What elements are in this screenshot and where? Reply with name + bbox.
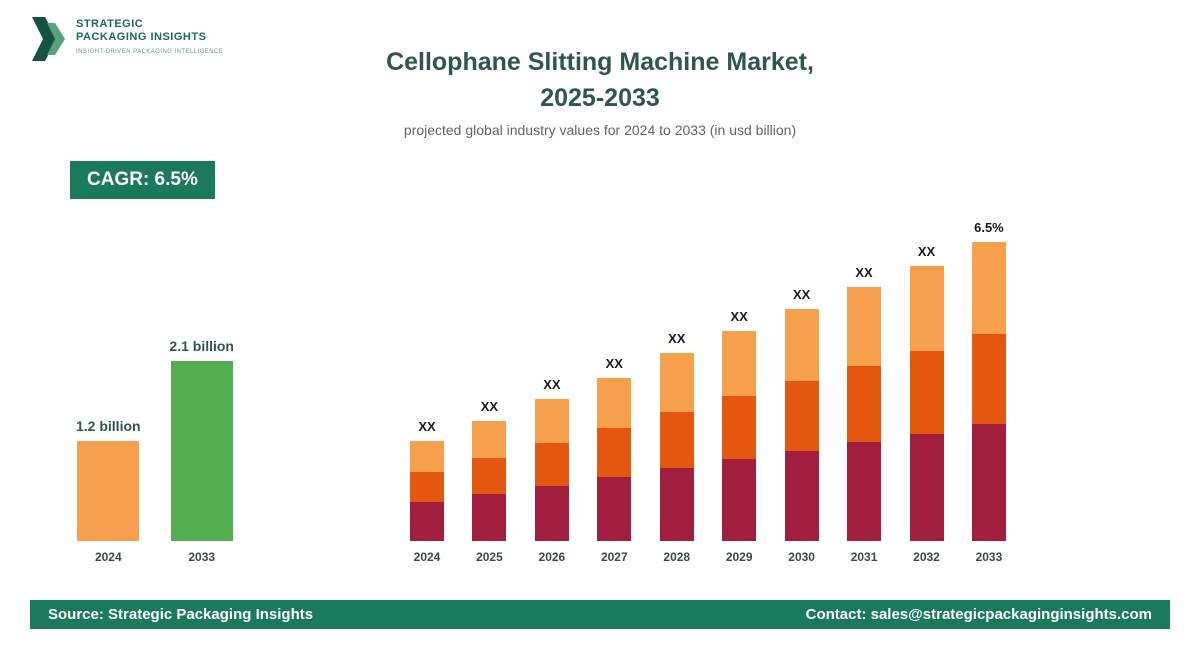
bar-value-label: XX	[480, 399, 499, 414]
segment-bottom	[784, 451, 819, 541]
segment-top	[784, 309, 819, 381]
bar-year-label: 2024	[413, 550, 441, 564]
stacked-bar-column: XX 2029	[722, 309, 757, 564]
bar-value-label: XX	[730, 309, 748, 324]
footer-contact: Contact: sales@strategicpackaginginsight…	[805, 606, 1152, 623]
page-title-line2: 2025-2033	[540, 84, 660, 112]
segment-bottom	[410, 502, 444, 541]
segment-middle	[722, 396, 757, 459]
segment-middle	[472, 458, 507, 494]
segment-top	[597, 378, 632, 428]
bar-value-label: XX	[668, 331, 686, 346]
bar-value-label: XX	[543, 377, 561, 392]
segment-bottom	[971, 424, 1006, 541]
stacked-bar-column: XX 2026	[534, 377, 569, 564]
bar-year-label: 2033	[975, 550, 1003, 564]
logo-tagline: INSIGHT-DRIVEN PACKAGING INTELLIGENCE	[76, 49, 224, 55]
segment-middle	[659, 412, 694, 468]
brand-logo-text: STRATEGIC PACKAGING INSIGHTS INSIGHT-DRI…	[76, 14, 223, 55]
mini-bar-value-label: 2.1 billion	[169, 338, 234, 354]
segment-top	[847, 287, 882, 366]
segment-top	[472, 421, 507, 458]
segment-top	[659, 353, 694, 412]
stacked-bar-column: XX 2027	[597, 356, 632, 564]
footer-bar: Source: Strategic Packaging Insights Con…	[30, 600, 1170, 629]
stacked-bar	[659, 353, 694, 541]
segment-middle	[971, 334, 1006, 424]
bar-year-label: 2028	[663, 550, 691, 564]
stacked-bar-column: 6.5% 2033	[971, 220, 1006, 564]
mini-bar	[77, 441, 140, 541]
logo-name-line2: PACKAGING INSIGHTS	[76, 31, 207, 43]
cagr-badge: CAGR: 6.5%	[70, 161, 215, 199]
segment-bottom	[847, 442, 882, 541]
segment-bottom	[534, 486, 569, 541]
mini-bar-column: 1.2 billion 2024	[76, 418, 141, 564]
mini-bar	[170, 361, 233, 541]
mini-bar-column: 2.1 billion 2033	[169, 338, 234, 564]
segment-top	[410, 441, 444, 472]
logo-name-line1: STRATEGIC	[76, 18, 144, 30]
page-title: Cellophane Slitting Machine Market, 2025-…	[0, 44, 1200, 116]
stacked-bar	[597, 378, 632, 541]
segment-top	[722, 331, 757, 396]
bar-year-label: 2030	[788, 550, 815, 564]
stacked-bar	[722, 331, 757, 541]
bar-value-label: XX	[917, 244, 936, 259]
bar-year-label: 2026	[538, 550, 566, 564]
bar-year-label: 2031	[850, 550, 878, 564]
bar-year-label: 2032	[913, 550, 940, 564]
stacked-bar-column: XX 2031	[847, 265, 882, 564]
segment-middle	[784, 381, 819, 451]
segment-top	[909, 266, 944, 351]
segment-middle	[597, 428, 632, 477]
segment-middle	[847, 366, 882, 442]
segment-bottom	[597, 477, 632, 541]
stacked-bar	[784, 309, 819, 541]
bar-value-label: XX	[792, 287, 811, 302]
stacked-bar-column: XX 2030	[784, 287, 819, 564]
stacked-bar	[847, 287, 882, 541]
stacked-bar	[472, 421, 507, 541]
header: Cellophane Slitting Machine Market, 2025-…	[0, 44, 1200, 138]
page-title-line1: Cellophane Slitting Machine Market,	[386, 48, 814, 76]
bar-value-label: XX	[418, 419, 436, 434]
segment-bottom	[472, 494, 507, 541]
segment-bottom	[722, 459, 757, 541]
brand-logo: STRATEGIC PACKAGING INSIGHTS INSIGHT-DRI…	[30, 14, 223, 64]
segment-middle	[909, 351, 944, 434]
stacked-bar	[909, 266, 944, 541]
segment-bottom	[909, 434, 944, 541]
footer-source: Source: Strategic Packaging Insights	[48, 606, 314, 623]
segment-top	[971, 242, 1006, 334]
bar-year-label: 2029	[725, 550, 753, 564]
bar-value-label: XX	[855, 265, 873, 280]
mini-bar-value-label: 1.2 billion	[76, 418, 141, 434]
stacked-bar-column: XX 2024	[410, 419, 444, 564]
mini-comparison-chart: 1.2 billion 2024 2.1 billion 2033	[76, 334, 234, 564]
stacked-bar-column: XX 2032	[909, 244, 944, 564]
stacked-bar	[534, 399, 569, 541]
stacked-bar	[971, 242, 1006, 541]
mini-bar-year-label: 2033	[188, 550, 216, 564]
segment-middle	[534, 443, 569, 486]
stacked-bar-chart: XX 2024 XX 2025 XX 2026 XX 2027 XX 2028 XX 2029 XX 20…	[410, 208, 1006, 564]
segment-middle	[410, 472, 444, 502]
bar-year-label: 2025	[476, 550, 503, 564]
brand-chevron-icon	[32, 17, 65, 61]
bar-value-label: XX	[605, 356, 623, 371]
stacked-bar-column: XX 2028	[659, 331, 694, 564]
bar-year-label: 2027	[600, 550, 628, 564]
segment-bottom	[659, 468, 694, 541]
segment-top	[534, 399, 569, 443]
bar-value-label: 6.5%	[974, 220, 1004, 235]
page-subtitle: projected global industry values for 202…	[403, 122, 797, 138]
mini-bar-year-label: 2024	[94, 550, 122, 564]
stacked-bar	[410, 441, 444, 541]
stacked-bar-column: XX 2025	[472, 399, 507, 564]
